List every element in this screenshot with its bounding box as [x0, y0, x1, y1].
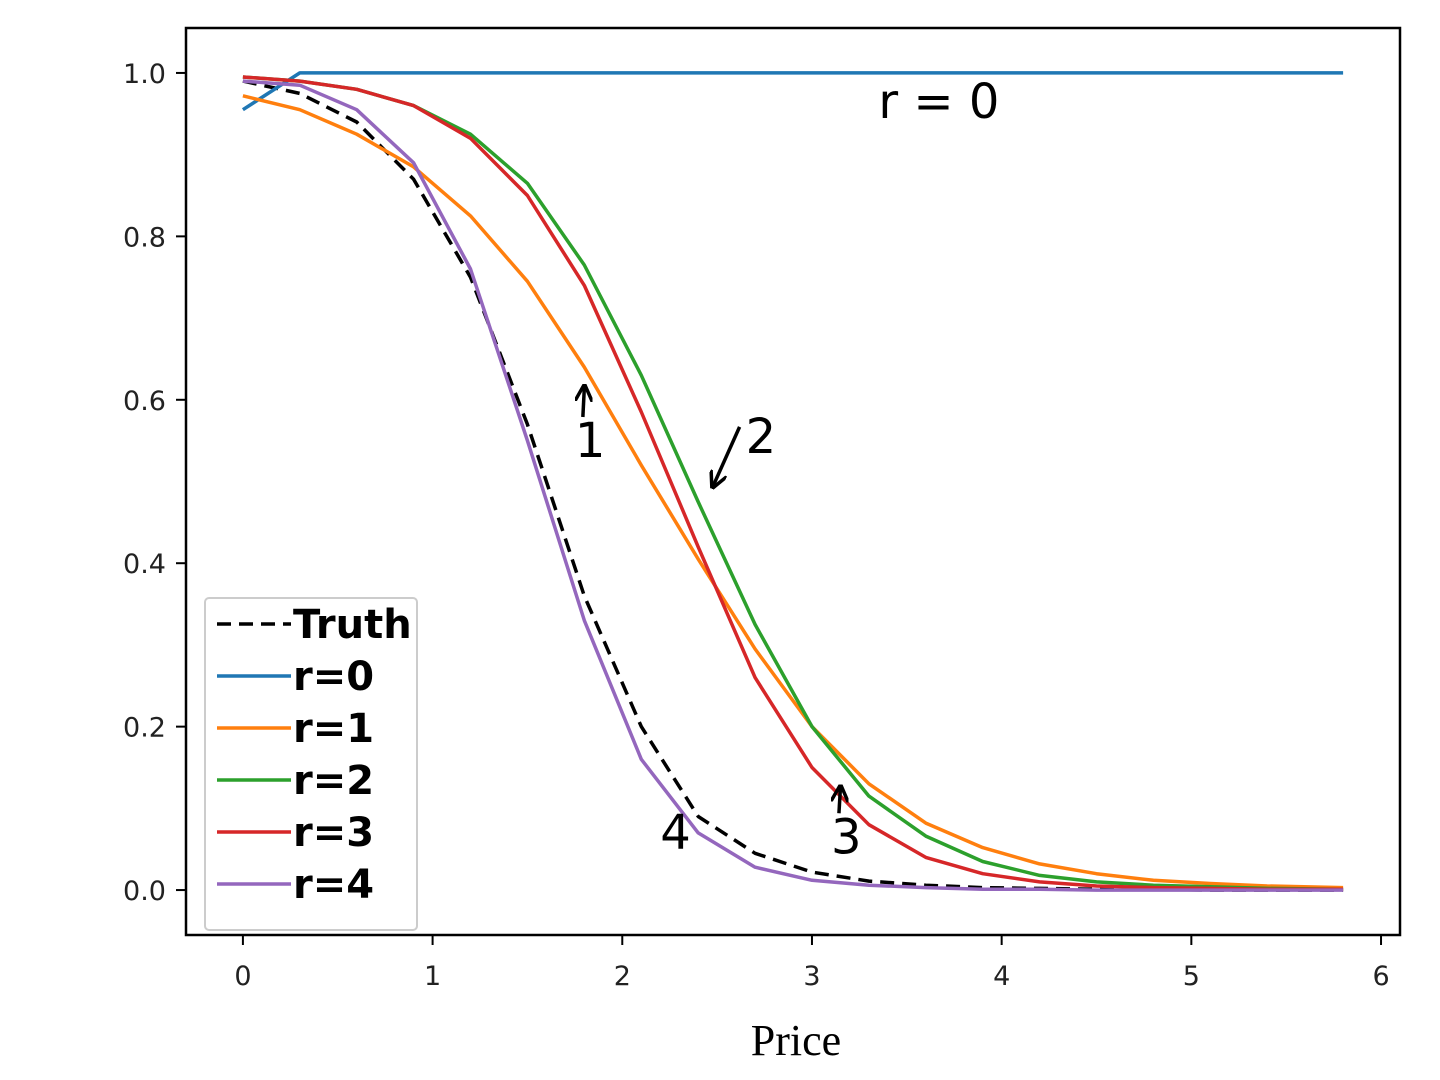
legend-label: Truth: [293, 602, 412, 648]
series-line-r-1: [242, 94, 1344, 890]
y-tick-label: 0.0: [123, 876, 166, 907]
y-tick-label: 0.4: [123, 549, 166, 580]
legend: Truth r=0 r=1 r=2 r=3 r=4: [204, 597, 418, 931]
annotation-label: 1: [575, 413, 606, 469]
x-tick-label: 1: [424, 961, 441, 992]
x-tick-label: 2: [614, 961, 631, 992]
annotation-label: r = 0: [878, 74, 999, 130]
plot-area: [241, 71, 1344, 892]
legend-label: r=2: [293, 758, 374, 804]
y-tick-label: 0.6: [123, 386, 166, 417]
x-tick-label: 0: [234, 961, 251, 992]
legend-label: r=4: [293, 862, 374, 908]
legend-label: r=1: [293, 706, 374, 752]
x-tick-label: 5: [1183, 961, 1200, 992]
legend-box: [204, 597, 418, 931]
legend-label: r=3: [293, 810, 374, 856]
x-tick-label: 3: [803, 961, 820, 992]
y-tick-label: 0.2: [123, 713, 166, 744]
y-tick-label: 1.0: [123, 59, 166, 90]
plot-frame: [184, 26, 1402, 937]
series-line-r-4: [242, 79, 1344, 892]
x-axis-label: Price: [751, 1016, 841, 1065]
annotation-label: 2: [746, 409, 777, 465]
axes: 0 1 2 3 4 5 6 0.0 0.2 0.4 0.6 0.8 1.0: [123, 26, 1402, 992]
series-line-r-3: [242, 75, 1344, 891]
series-line-truth: [242, 79, 1344, 892]
annotation-arrow: [839, 788, 840, 814]
legend-label: r=0: [293, 654, 374, 700]
annotation-arrow: [713, 426, 742, 486]
y-tick-label: 0.8: [123, 222, 166, 253]
annotation-label: 4: [660, 805, 691, 861]
x-tick-label: 4: [993, 961, 1010, 992]
annotations: r = 0 1 2 3 4: [575, 74, 1000, 865]
annotation-arrow: [583, 388, 584, 418]
x-tick-label: 6: [1372, 961, 1389, 992]
annotation-label: 3: [831, 809, 862, 865]
series-line-r-0: [241, 71, 1344, 112]
